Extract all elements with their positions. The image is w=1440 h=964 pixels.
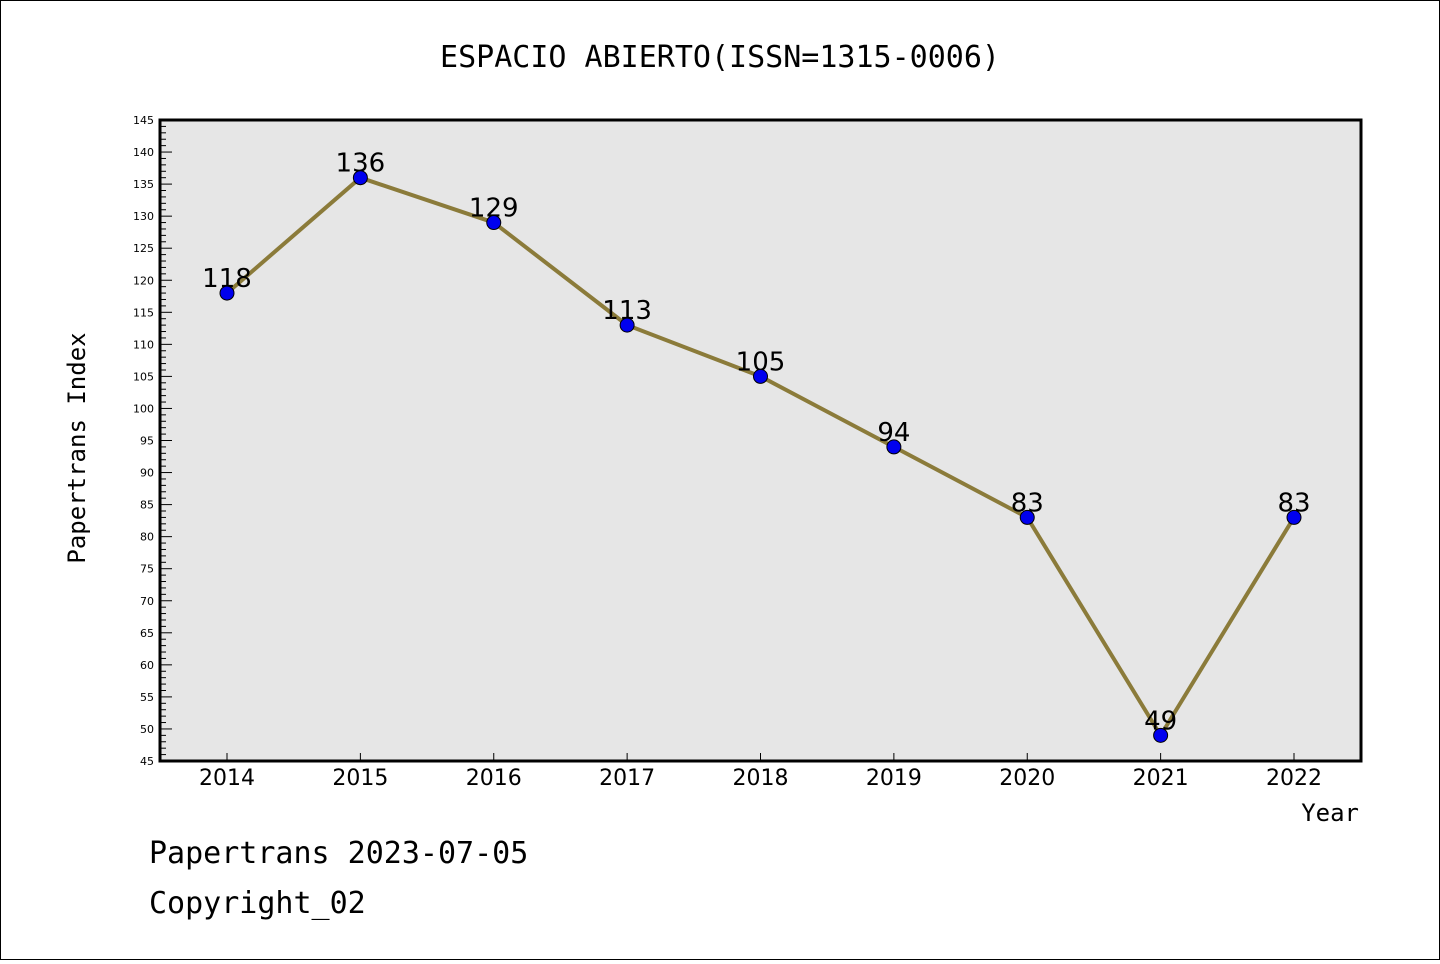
data-point <box>619 317 635 333</box>
y-tick-label: 145 <box>133 114 154 127</box>
chart-title: ESPACIO ABIERTO(ISSN=1315-0006) <box>440 40 1000 75</box>
data-point <box>753 368 768 384</box>
y-tick-label: 80 <box>140 531 154 544</box>
x-tick-label: 2018 <box>733 766 789 791</box>
y-tick-label: 85 <box>140 499 154 512</box>
y-axis: 45 50 55 60 65 70 75 80 85 90 95 100 105 110 115 120 125… <box>133 114 172 768</box>
y-tick-label: 125 <box>133 242 154 255</box>
x-tick-label: 2015 <box>332 766 388 791</box>
x-tick-label: 2022 <box>1266 766 1322 791</box>
data-point <box>886 439 902 455</box>
y-tick-label: 120 <box>133 274 154 287</box>
y-tick-label: 45 <box>140 755 154 768</box>
y-tick-label: 55 <box>140 691 154 704</box>
data-point <box>1153 727 1169 743</box>
data-point <box>1286 509 1302 525</box>
y-tick-label: 75 <box>140 563 154 576</box>
x-tick-label: 2014 <box>199 766 255 791</box>
x-axis-title: Year <box>1301 799 1359 827</box>
y-tick-label: 60 <box>140 659 154 672</box>
footer-date: Papertrans 2023-07-05 <box>149 836 528 871</box>
y-tick-label: 110 <box>133 338 154 351</box>
y-tick-label: 135 <box>133 178 154 191</box>
x-tick-label: 2016 <box>466 766 522 791</box>
y-tick-label: 100 <box>133 402 154 415</box>
data-point <box>219 285 235 301</box>
y-tick-label: 115 <box>133 306 154 319</box>
y-tick-label: 95 <box>140 435 154 448</box>
y-axis-title: Papertrans Index <box>63 332 91 563</box>
y-tick-label: 105 <box>133 370 154 383</box>
data-point <box>486 215 502 231</box>
x-tick-label: 2017 <box>599 766 655 791</box>
x-tick-label: 2021 <box>1133 766 1189 791</box>
y-tick-label: 90 <box>140 467 154 480</box>
footer-copyright: Copyright_02 <box>149 886 366 921</box>
x-axis: 2014 2015 2016 2017 2018 2019 2020 2021 2022 <box>199 753 1322 791</box>
x-tick-label: 2020 <box>999 766 1055 791</box>
x-tick-label: 2019 <box>866 766 922 791</box>
data-point <box>352 170 368 186</box>
y-tick-label: 50 <box>140 723 154 736</box>
data-point <box>1019 509 1035 525</box>
y-tick-label: 130 <box>133 210 154 223</box>
y-tick-label: 70 <box>140 595 154 608</box>
plot-area <box>158 118 1363 763</box>
y-tick-label: 65 <box>140 627 154 640</box>
y-tick-label: 140 <box>133 146 154 159</box>
